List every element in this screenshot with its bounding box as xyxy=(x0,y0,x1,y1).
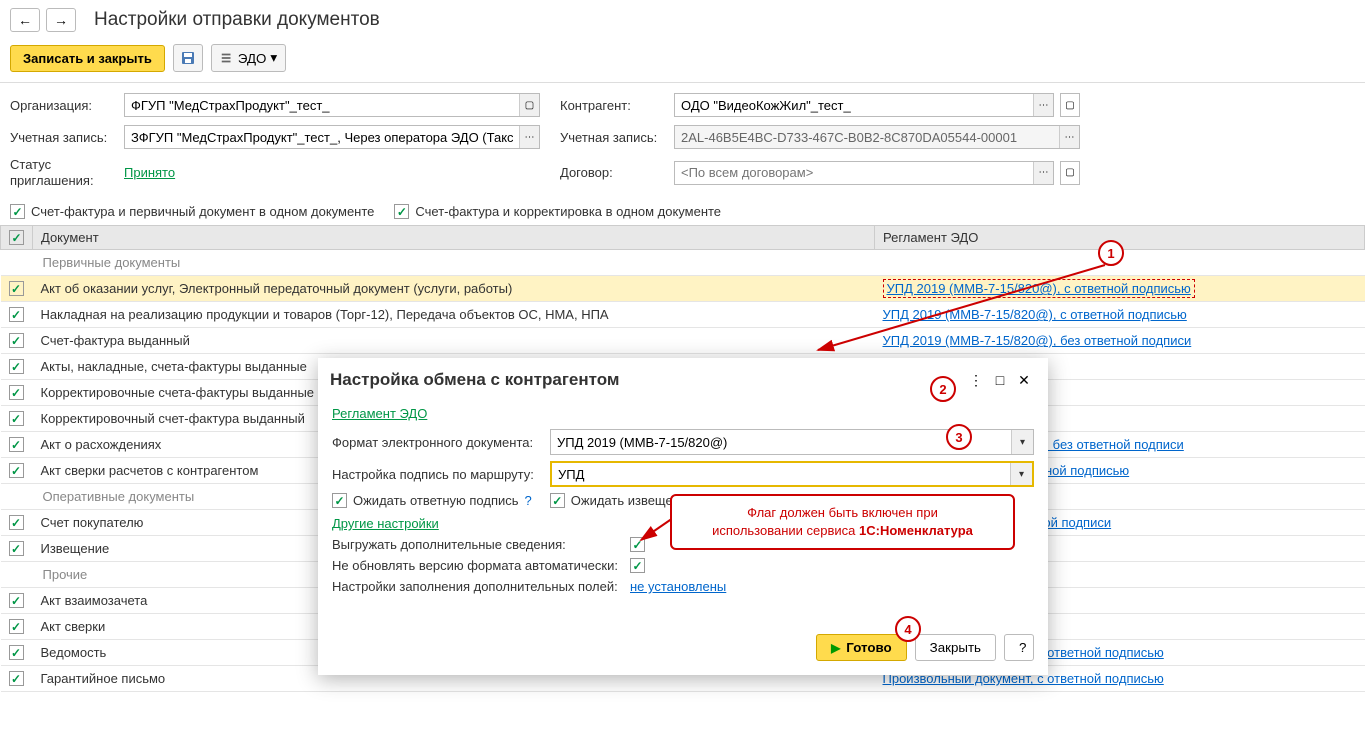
row-check[interactable] xyxy=(9,541,24,556)
ellipsis-icon[interactable]: ⋯ xyxy=(1059,126,1079,148)
row-check[interactable] xyxy=(9,593,24,608)
org-input[interactable] xyxy=(125,98,519,113)
org-field: Организация: ▢ xyxy=(10,93,540,117)
annotation-3: 3 xyxy=(946,424,972,450)
contragent-input[interactable] xyxy=(675,98,1033,113)
export-extra-check[interactable] xyxy=(630,537,645,552)
row-check[interactable] xyxy=(9,281,24,296)
ready-button[interactable]: ▶Готово xyxy=(816,634,907,661)
account2-input xyxy=(675,130,1059,145)
fill-settings-link[interactable]: не установлены xyxy=(630,579,726,594)
section-label: Первичные документы xyxy=(33,250,1365,276)
account-input[interactable] xyxy=(125,130,519,145)
status-field: Статус приглашения: Принято xyxy=(10,157,540,188)
status-label: Статус приглашения: xyxy=(10,157,120,188)
dialog-title: Настройка обмена с контрагентом xyxy=(330,370,964,390)
doc-cell[interactable]: Счет-фактура выданный xyxy=(33,328,875,354)
open-icon[interactable]: ▢ xyxy=(519,94,539,116)
export-extra-label: Выгружать дополнительные сведения: xyxy=(332,537,622,552)
format-input[interactable] xyxy=(551,430,1011,454)
maximize-icon[interactable]: □ xyxy=(988,368,1012,392)
help-button[interactable]: ? xyxy=(1004,634,1034,661)
col-document: Документ xyxy=(33,226,875,250)
chevron-down-icon: ▾ xyxy=(270,50,277,66)
page-title: Настройки отправки документов xyxy=(94,9,380,31)
format-label: Формат электронного документа: xyxy=(332,435,542,450)
doc-cell[interactable]: Накладная на реализацию продукции и това… xyxy=(33,302,875,328)
save-close-button[interactable]: Записать и закрыть xyxy=(10,45,165,72)
check-correction-label: Счет-фактура и корректировка в одном док… xyxy=(415,204,721,219)
reg-link[interactable]: УПД 2019 (ММВ-7-15/820@), без ответной п… xyxy=(883,333,1192,348)
route-label: Настройка подпись по маршруту: xyxy=(332,467,542,482)
help-icon[interactable]: ? xyxy=(525,493,532,508)
no-update-check[interactable] xyxy=(630,558,645,573)
row-check[interactable] xyxy=(9,333,24,348)
open-external-icon[interactable]: ▢ xyxy=(1060,161,1080,185)
wait-reply-check[interactable] xyxy=(332,493,347,508)
ellipsis-icon[interactable]: ⋯ xyxy=(1033,162,1053,184)
account-field: Учетная запись: ⋯ xyxy=(10,125,540,149)
fill-settings-label: Настройки заполнения дополнительных поле… xyxy=(332,579,622,594)
ellipsis-icon[interactable]: ⋯ xyxy=(519,126,539,148)
annotation-4: 4 xyxy=(895,616,921,642)
ellipsis-icon[interactable]: ⋯ xyxy=(1033,94,1053,116)
route-input[interactable] xyxy=(552,463,1010,485)
menu-icon[interactable]: ⋮ xyxy=(964,368,988,392)
org-label: Организация: xyxy=(10,98,120,113)
contragent-label: Контрагент: xyxy=(560,98,670,113)
contract-field: Договор: ⋯ ▢ xyxy=(560,157,1080,188)
annotation-2: 2 xyxy=(930,376,956,402)
account2-label: Учетная запись: xyxy=(560,130,670,145)
reg-link[interactable]: УПД 2019 (ММВ-7-15/820@), с ответной под… xyxy=(883,279,1195,298)
close-button[interactable]: Закрыть xyxy=(915,634,996,661)
contragent-field: Контрагент: ⋯ ▢ xyxy=(560,93,1080,117)
account2-field: Учетная запись: ⋯ xyxy=(560,125,1080,149)
check-one-doc[interactable] xyxy=(10,204,25,219)
row-check[interactable] xyxy=(9,437,24,452)
wait-reply-label: Ожидать ответную подпись xyxy=(353,493,519,508)
doc-cell[interactable]: Акт об оказании услуг, Электронный перед… xyxy=(33,276,875,302)
reg-link[interactable]: УПД 2019 (ММВ-7-15/820@), с ответной под… xyxy=(883,307,1187,322)
contract-input[interactable] xyxy=(675,165,1033,180)
check-one-doc-label: Счет-фактура и первичный документ в одно… xyxy=(31,204,374,219)
save-icon-button[interactable] xyxy=(173,44,203,72)
row-check[interactable] xyxy=(9,515,24,530)
row-check[interactable] xyxy=(9,411,24,426)
row-check[interactable] xyxy=(9,671,24,686)
edo-label: ЭДО xyxy=(238,51,267,66)
col-check[interactable] xyxy=(1,226,33,250)
wait-notice-check[interactable] xyxy=(550,493,565,508)
back-button[interactable]: ← xyxy=(10,8,40,32)
open-external-icon[interactable]: ▢ xyxy=(1060,93,1080,117)
check-correction[interactable] xyxy=(394,204,409,219)
row-check[interactable] xyxy=(9,463,24,478)
annotation-1: 1 xyxy=(1098,240,1124,266)
row-check[interactable] xyxy=(9,619,24,634)
no-update-label: Не обновлять версию формата автоматическ… xyxy=(332,558,622,573)
reglament-link[interactable]: Регламент ЭДО xyxy=(332,406,427,421)
status-link[interactable]: Принято xyxy=(124,165,175,180)
row-check[interactable] xyxy=(9,645,24,660)
row-check[interactable] xyxy=(9,359,24,374)
row-check[interactable] xyxy=(9,307,24,322)
account-label: Учетная запись: xyxy=(10,130,120,145)
forward-button[interactable]: → xyxy=(46,8,76,32)
play-icon: ▶ xyxy=(831,641,840,655)
chevron-down-icon[interactable]: ▾ xyxy=(1011,430,1033,454)
row-check[interactable] xyxy=(9,385,24,400)
close-icon[interactable]: ✕ xyxy=(1012,368,1036,392)
contract-label: Договор: xyxy=(560,165,670,180)
other-settings-link[interactable]: Другие настройки xyxy=(332,516,439,531)
annotation-callout: Флаг должен быть включен при использован… xyxy=(670,494,1015,550)
edo-dropdown-button[interactable]: ЭДО ▾ xyxy=(211,44,286,72)
chevron-down-icon[interactable]: ▾ xyxy=(1010,463,1032,485)
